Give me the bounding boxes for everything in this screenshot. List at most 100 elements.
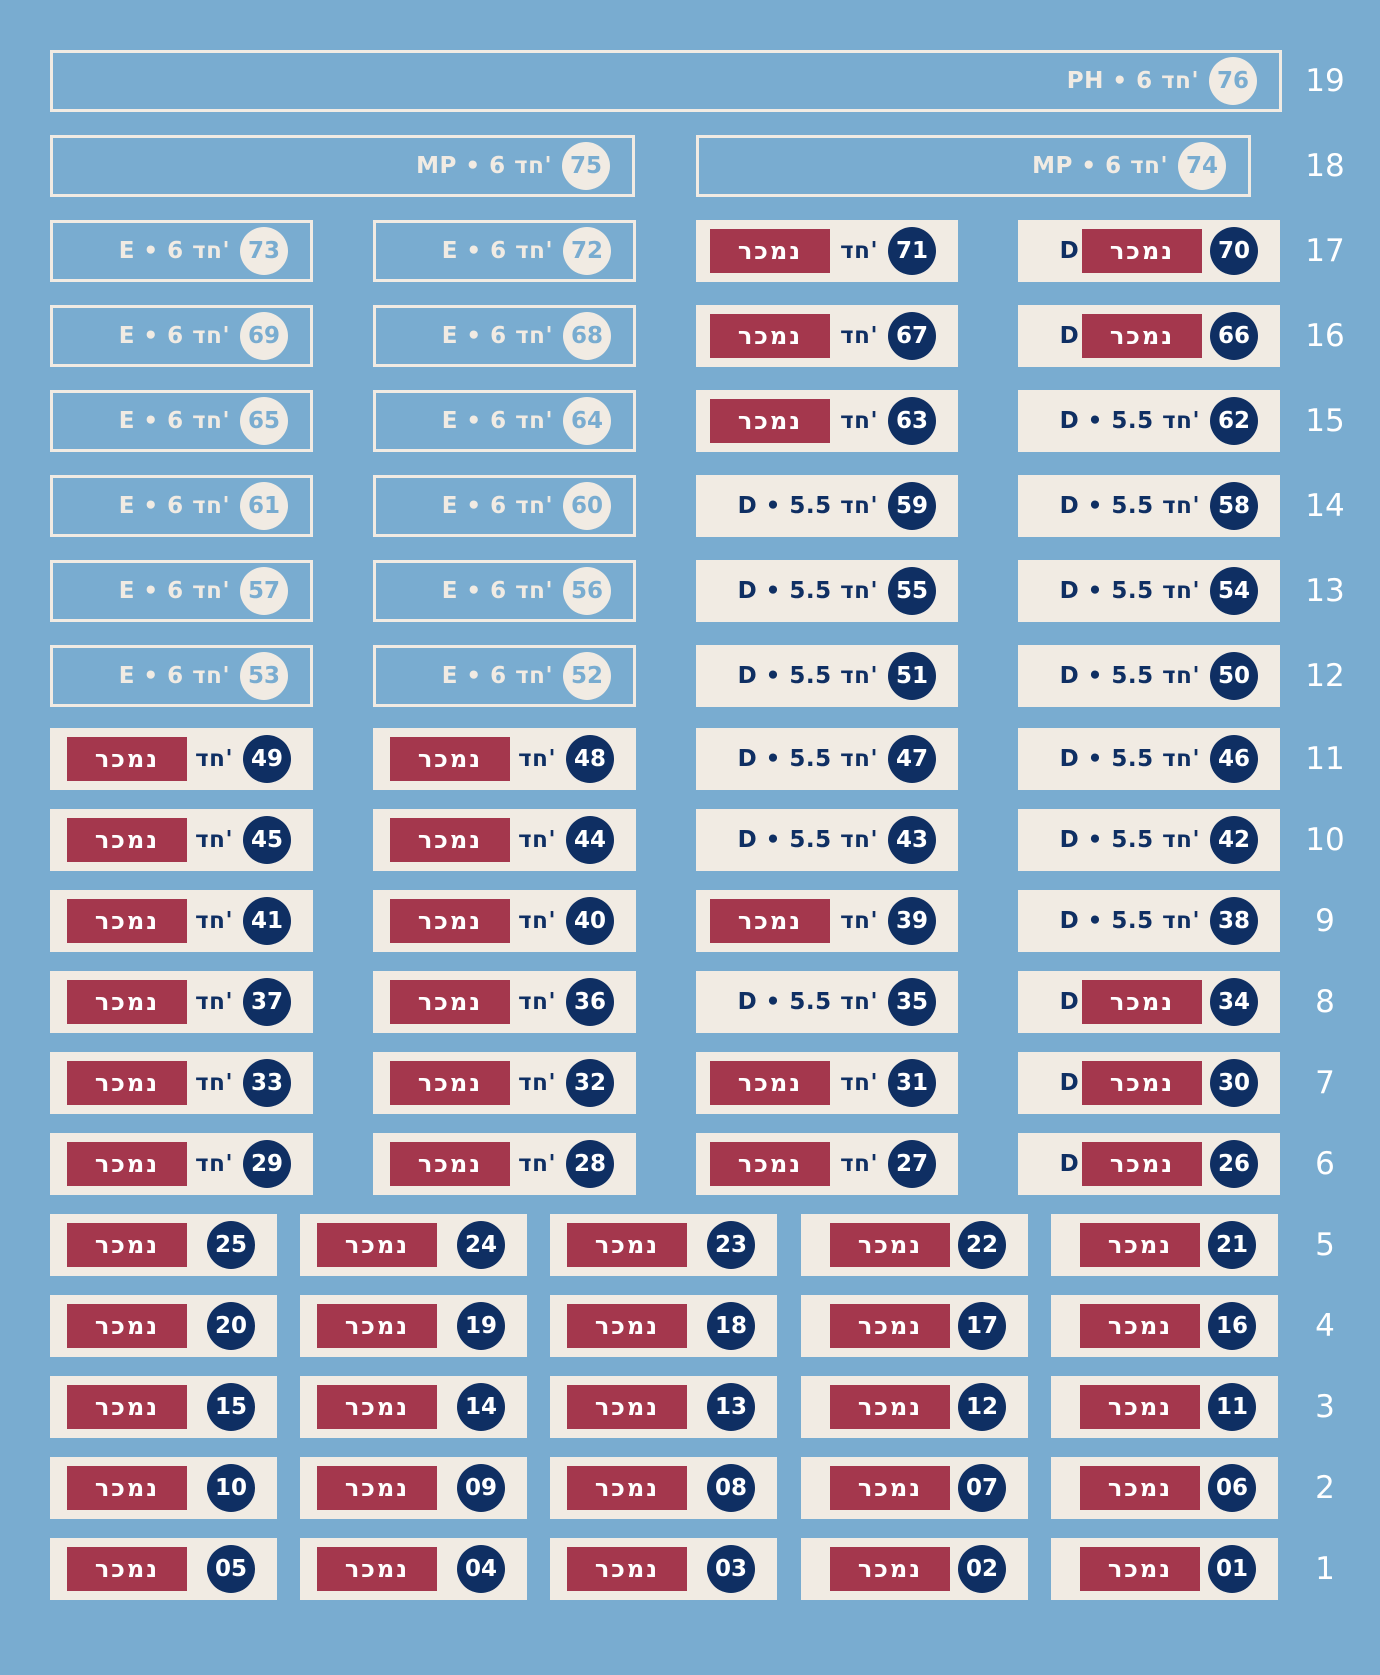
unit-43[interactable]: D • 5.5 חד' 43 <box>696 809 958 871</box>
unit-number-badge: 09 <box>457 1464 505 1512</box>
unit-52[interactable]: E • 6 חד' 52 <box>373 645 636 707</box>
unit-10[interactable]: 10 נמכר <box>50 1457 277 1519</box>
unit-58[interactable]: D • 5.5 חד' 58 <box>1018 475 1280 537</box>
unit-number-badge: 14 <box>457 1383 505 1431</box>
floor-row: 2 10 נמכר 09 נמכר 08 נמכר 07 נמכר 06 נמכר <box>0 1457 1380 1519</box>
unit-21[interactable]: 21 נמכר <box>1051 1214 1278 1276</box>
unit-number-badge: 04 <box>457 1545 505 1593</box>
unit-61[interactable]: E • 6 חד' 61 <box>50 475 313 537</box>
unit-51[interactable]: D • 5.5 חד' 51 <box>696 645 958 707</box>
unit-25[interactable]: 25 נמכר <box>50 1214 277 1276</box>
unit-09[interactable]: 09 נמכר <box>300 1457 527 1519</box>
unit-06[interactable]: 06 נמכר <box>1051 1457 1278 1519</box>
unit-description: D • 5.5 חד' <box>737 493 878 519</box>
unit-12[interactable]: 12 נמכר <box>801 1376 1028 1438</box>
unit-04[interactable]: 04 נמכר <box>300 1538 527 1600</box>
unit-42[interactable]: D • 5.5 חד' 42 <box>1018 809 1280 871</box>
unit-description: D • 5.5 חד' <box>1059 827 1200 853</box>
unit-number-badge: 68 <box>563 312 611 360</box>
sold-tag: נמכר <box>710 314 830 358</box>
unit-18[interactable]: 18 נמכר <box>550 1295 777 1357</box>
unit-11[interactable]: 11 נמכר <box>1051 1376 1278 1438</box>
unit-15[interactable]: 15 נמכר <box>50 1376 277 1438</box>
unit-46[interactable]: D • 5.5 חד' 46 <box>1018 728 1280 790</box>
unit-60[interactable]: E • 6 חד' 60 <box>373 475 636 537</box>
floor-number: 10 <box>1305 822 1345 858</box>
unit-13[interactable]: 13 נמכר <box>550 1376 777 1438</box>
unit-69[interactable]: E • 6 חד' 69 <box>50 305 313 367</box>
unit-73[interactable]: E • 6 חד' 73 <box>50 220 313 282</box>
floor-row: 4 20 נמכר 19 נמכר 18 נמכר 17 נמכר 16 נמכר <box>0 1295 1380 1357</box>
unit-65[interactable]: E • 6 חד' 65 <box>50 390 313 452</box>
unit-62[interactable]: D • 5.5 חד' 62 <box>1018 390 1280 452</box>
unit-76[interactable]: PH • 6 חד' 76 <box>50 50 1282 112</box>
unit-number-badge: 63 <box>888 397 936 445</box>
unit-23[interactable]: 23 נמכר <box>550 1214 777 1276</box>
sold-tag: נמכר <box>67 1304 187 1348</box>
unit-description: E • 6 חד' <box>118 238 230 264</box>
unit-50[interactable]: D • 5.5 חד' 50 <box>1018 645 1280 707</box>
unit-05[interactable]: 05 נמכר <box>50 1538 277 1600</box>
sold-tag: נמכר <box>67 818 187 862</box>
unit-57[interactable]: E • 6 חד' 57 <box>50 560 313 622</box>
unit-number-badge: 61 <box>240 482 288 530</box>
unit-01[interactable]: 01 נמכר <box>1051 1538 1278 1600</box>
unit-20[interactable]: 20 נמכר <box>50 1295 277 1357</box>
unit-56[interactable]: E • 6 חד' 56 <box>373 560 636 622</box>
unit-35[interactable]: D • 5.5 חד' 35 <box>696 971 958 1033</box>
unit-03[interactable]: 03 נמכר <box>550 1538 777 1600</box>
unit-number-badge: 01 <box>1208 1545 1256 1593</box>
unit-64[interactable]: E • 6 חד' 64 <box>373 390 636 452</box>
unit-68[interactable]: E • 6 חד' 68 <box>373 305 636 367</box>
unit-number-badge: 34 <box>1210 978 1258 1026</box>
unit-74[interactable]: MP • 6 חד' 74 <box>696 135 1251 197</box>
unit-38[interactable]: D • 5.5 חד' 38 <box>1018 890 1280 952</box>
unit-number-badge: 12 <box>958 1383 1006 1431</box>
unit-47[interactable]: D • 5.5 חד' 47 <box>696 728 958 790</box>
unit-19[interactable]: 19 נמכר <box>300 1295 527 1357</box>
unit-75[interactable]: MP • 6 חד' 75 <box>50 135 635 197</box>
sold-tag: נמכר <box>710 1061 830 1105</box>
unit-number-badge: 10 <box>207 1464 255 1512</box>
unit-55[interactable]: D • 5.5 חד' 55 <box>696 560 958 622</box>
unit-24[interactable]: 24 נמכר <box>300 1214 527 1276</box>
unit-22[interactable]: 22 נמכר <box>801 1214 1028 1276</box>
unit-59[interactable]: D • 5.5 חד' 59 <box>696 475 958 537</box>
unit-08[interactable]: 08 נמכר <box>550 1457 777 1519</box>
unit-72[interactable]: E • 6 חד' 72 <box>373 220 636 282</box>
floor-number: 1 <box>1315 1551 1335 1587</box>
unit-17[interactable]: 17 נמכר <box>801 1295 1028 1357</box>
unit-53[interactable]: E • 6 חד' 53 <box>50 645 313 707</box>
unit-07[interactable]: 07 נמכר <box>801 1457 1028 1519</box>
unit-14[interactable]: 14 נמכר <box>300 1376 527 1438</box>
unit-54[interactable]: D • 5.5 חד' 54 <box>1018 560 1280 622</box>
unit-02[interactable]: 02 נמכר <box>801 1538 1028 1600</box>
unit-number-badge: 73 <box>240 227 288 275</box>
unit-16[interactable]: 16 נמכר <box>1051 1295 1278 1357</box>
floor-row: 13 E • 6 חד' 57 E • 6 חד' 56 D • 5.5 חד' 55 D •… <box>0 560 1380 622</box>
sold-tag: נמכר <box>390 1061 510 1105</box>
